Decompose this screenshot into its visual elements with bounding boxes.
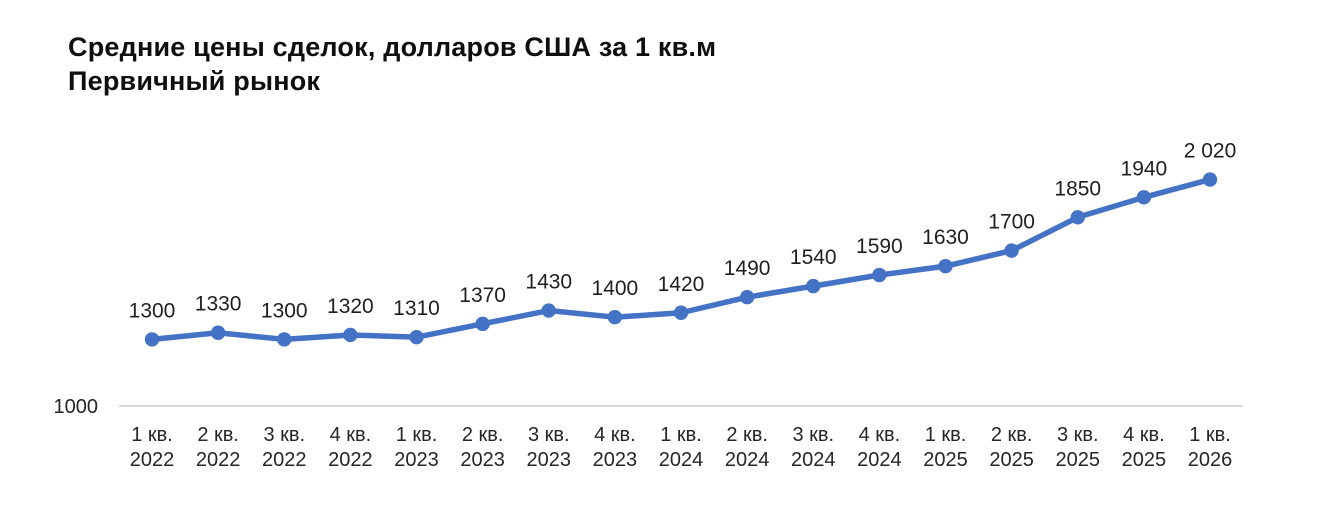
data-label-15: 1940	[1121, 157, 1168, 180]
data-label-16: 2 020	[1184, 140, 1237, 163]
data-point-marker-13	[1004, 243, 1019, 258]
x-tick-quarter-14: 3 кв.	[1057, 424, 1099, 446]
data-point-marker-8	[673, 305, 689, 320]
chart-title-block: Средние цены сделок, долларов США за 1 к…	[68, 30, 716, 98]
x-tick-quarter-16: 1 кв.	[1189, 424, 1231, 446]
data-point-marker-7	[607, 310, 623, 325]
x-tick-quarter-5: 2 кв.	[462, 424, 504, 446]
x-tick-year-7: 2023	[593, 449, 638, 471]
x-tick-quarter-8: 1 кв.	[660, 424, 702, 446]
data-point-marker-3	[343, 327, 358, 343]
y-axis-tick-label: 1000	[54, 396, 99, 418]
data-label-4: 1310	[393, 297, 440, 320]
chart-subtitle: Первичный рынок	[68, 66, 321, 96]
x-tick-quarter-4: 1 кв.	[396, 424, 438, 446]
data-label-12: 1630	[922, 226, 969, 249]
data-point-marker-16	[1202, 172, 1218, 187]
data-point-marker-4	[409, 329, 424, 345]
data-label-8: 1420	[658, 273, 705, 296]
x-tick-quarter-1: 2 кв.	[197, 424, 239, 446]
data-label-3: 1320	[327, 295, 374, 318]
data-point-marker-6	[541, 303, 556, 318]
x-tick-quarter-11: 4 кв.	[859, 424, 901, 446]
x-tick-year-11: 2024	[857, 449, 902, 471]
data-point-marker-9	[739, 290, 755, 305]
x-tick-year-15: 2025	[1122, 449, 1167, 471]
data-point-marker-5	[475, 316, 490, 332]
data-point-marker-2	[277, 332, 292, 347]
x-tick-year-8: 2024	[659, 449, 704, 471]
data-label-2: 1300	[261, 299, 308, 322]
data-label-13: 1700	[988, 211, 1035, 234]
x-tick-year-12: 2025	[923, 449, 968, 471]
data-point-marker-11	[872, 267, 887, 283]
data-point-marker-14	[1070, 210, 1085, 225]
data-label-11: 1590	[856, 235, 903, 258]
x-tick-quarter-7: 4 кв.	[594, 424, 636, 446]
x-tick-quarter-6: 3 кв.	[528, 424, 570, 446]
data-label-7: 1400	[592, 277, 639, 300]
x-tick-year-16: 2026	[1188, 449, 1233, 471]
x-tick-quarter-0: 1 кв.	[131, 424, 173, 446]
data-point-marker-12	[938, 258, 953, 274]
data-label-1: 1330	[195, 293, 242, 316]
data-point-marker-10	[806, 278, 821, 294]
data-label-14: 1850	[1054, 177, 1101, 200]
x-tick-quarter-13: 2 кв.	[991, 424, 1033, 446]
x-tick-quarter-10: 3 кв.	[792, 424, 834, 446]
data-point-marker-0	[144, 332, 160, 347]
x-tick-year-14: 2025	[1056, 449, 1101, 471]
x-tick-year-5: 2023	[460, 449, 505, 471]
x-tick-year-6: 2023	[527, 449, 572, 471]
data-point-marker-1	[210, 325, 226, 340]
x-tick-quarter-3: 4 кв.	[330, 424, 372, 446]
x-tick-year-10: 2024	[791, 449, 836, 471]
x-tick-quarter-2: 3 кв.	[263, 424, 305, 446]
x-tick-quarter-9: 2 кв.	[726, 424, 768, 446]
x-tick-year-1: 2022	[196, 449, 241, 471]
data-label-0: 1300	[129, 299, 176, 322]
chart-title: Средние цены сделок, долларов США за 1 к…	[68, 32, 717, 62]
x-tick-year-3: 2022	[328, 449, 373, 471]
data-label-9: 1490	[724, 257, 771, 280]
data-label-6: 1430	[525, 271, 572, 294]
x-tick-year-0: 2022	[130, 449, 175, 471]
x-tick-year-2: 2022	[262, 449, 307, 471]
x-tick-quarter-15: 4 кв.	[1123, 424, 1165, 446]
x-tick-year-9: 2024	[725, 449, 770, 471]
data-label-5: 1370	[459, 284, 506, 307]
data-label-10: 1540	[790, 246, 837, 269]
x-tick-quarter-12: 1 кв.	[925, 424, 967, 446]
x-tick-year-4: 2023	[394, 449, 439, 471]
x-tick-year-13: 2025	[989, 449, 1034, 471]
data-point-marker-15	[1136, 190, 1152, 205]
